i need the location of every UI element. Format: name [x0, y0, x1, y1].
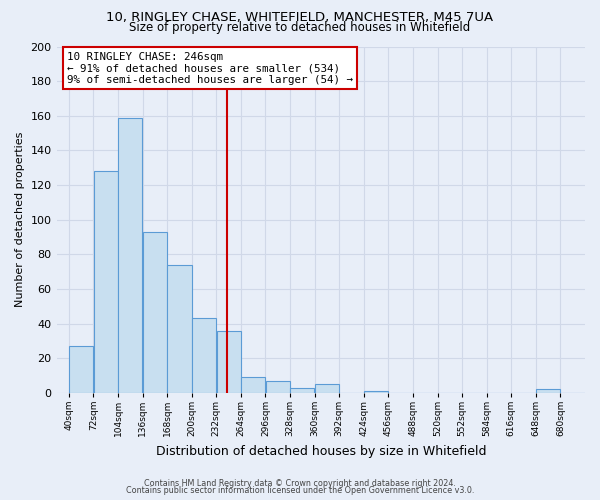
Bar: [217, 330, 241, 393]
Bar: [192, 318, 216, 393]
Bar: [167, 264, 191, 393]
Bar: [241, 378, 265, 393]
Bar: [290, 388, 314, 393]
Y-axis label: Number of detached properties: Number of detached properties: [15, 132, 25, 308]
Bar: [69, 346, 93, 393]
Text: 10 RINGLEY CHASE: 246sqm
← 91% of detached houses are smaller (534)
9% of semi-d: 10 RINGLEY CHASE: 246sqm ← 91% of detach…: [67, 52, 353, 85]
Bar: [315, 384, 339, 393]
Bar: [536, 390, 560, 393]
Text: Contains public sector information licensed under the Open Government Licence v3: Contains public sector information licen…: [126, 486, 474, 495]
Bar: [266, 380, 290, 393]
Bar: [364, 391, 388, 393]
Bar: [94, 171, 118, 393]
Text: Size of property relative to detached houses in Whitefield: Size of property relative to detached ho…: [130, 22, 470, 35]
Bar: [143, 232, 167, 393]
Text: Contains HM Land Registry data © Crown copyright and database right 2024.: Contains HM Land Registry data © Crown c…: [144, 478, 456, 488]
Bar: [118, 118, 142, 393]
Text: 10, RINGLEY CHASE, WHITEFIELD, MANCHESTER, M45 7UA: 10, RINGLEY CHASE, WHITEFIELD, MANCHESTE…: [106, 11, 494, 24]
X-axis label: Distribution of detached houses by size in Whitefield: Distribution of detached houses by size …: [155, 444, 486, 458]
